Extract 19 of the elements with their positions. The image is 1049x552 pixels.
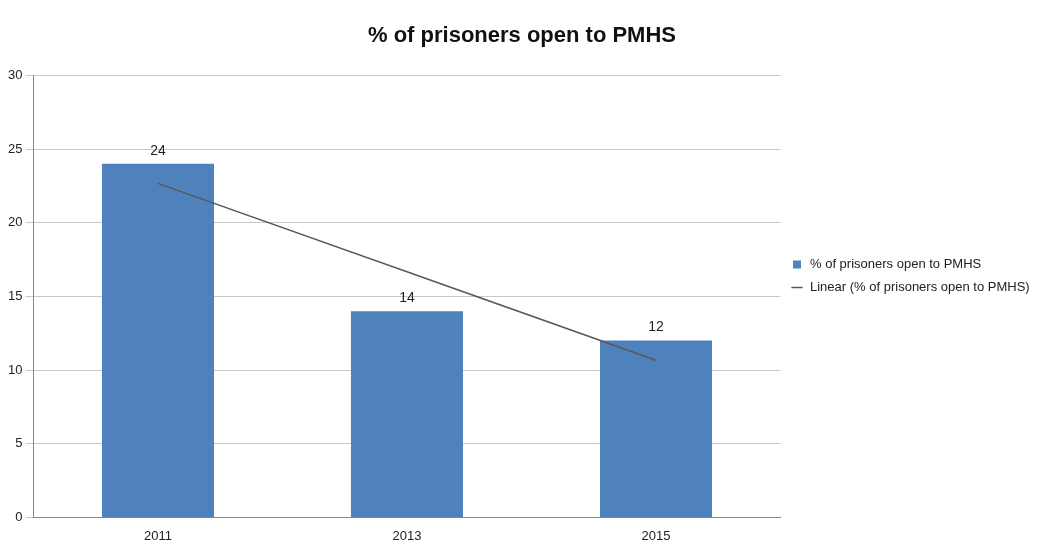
y-tick-label: 30 bbox=[7, 66, 23, 82]
legend-label: Linear (% of prisoners open to PMHS) bbox=[810, 279, 1030, 295]
bar bbox=[101, 163, 214, 517]
data-label: 24 bbox=[150, 141, 166, 158]
bar bbox=[350, 311, 464, 517]
x-tick-label: 2013 bbox=[392, 527, 422, 543]
y-tick-label: 5 bbox=[15, 435, 23, 451]
legend-label: % of prisoners open to PMHS bbox=[810, 256, 982, 272]
y-tick-label: 20 bbox=[7, 214, 23, 230]
x-tick-label: 2011 bbox=[143, 527, 172, 543]
y-tick-label: 15 bbox=[7, 287, 23, 303]
bar bbox=[599, 340, 713, 517]
chart-title: % of prisoners open to PMHS bbox=[367, 22, 677, 48]
y-tick-label: 10 bbox=[7, 361, 23, 377]
data-label: 14 bbox=[399, 288, 415, 305]
y-tick-label: 0 bbox=[15, 508, 23, 524]
data-label: 12 bbox=[648, 318, 664, 335]
y-tick-label: 25 bbox=[7, 140, 23, 156]
x-tick-label: 2015 bbox=[641, 527, 671, 543]
